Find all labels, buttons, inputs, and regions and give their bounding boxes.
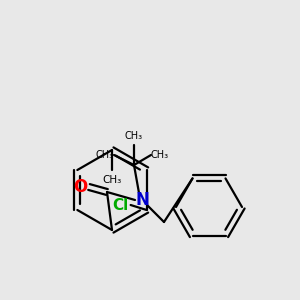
Text: CH₃: CH₃ xyxy=(96,150,114,160)
Text: N: N xyxy=(135,191,149,209)
Text: Cl: Cl xyxy=(112,197,129,212)
Text: CH₃: CH₃ xyxy=(125,131,143,141)
Text: O: O xyxy=(73,178,87,196)
Text: CH₃: CH₃ xyxy=(102,175,122,185)
Text: CH₃: CH₃ xyxy=(151,150,169,160)
